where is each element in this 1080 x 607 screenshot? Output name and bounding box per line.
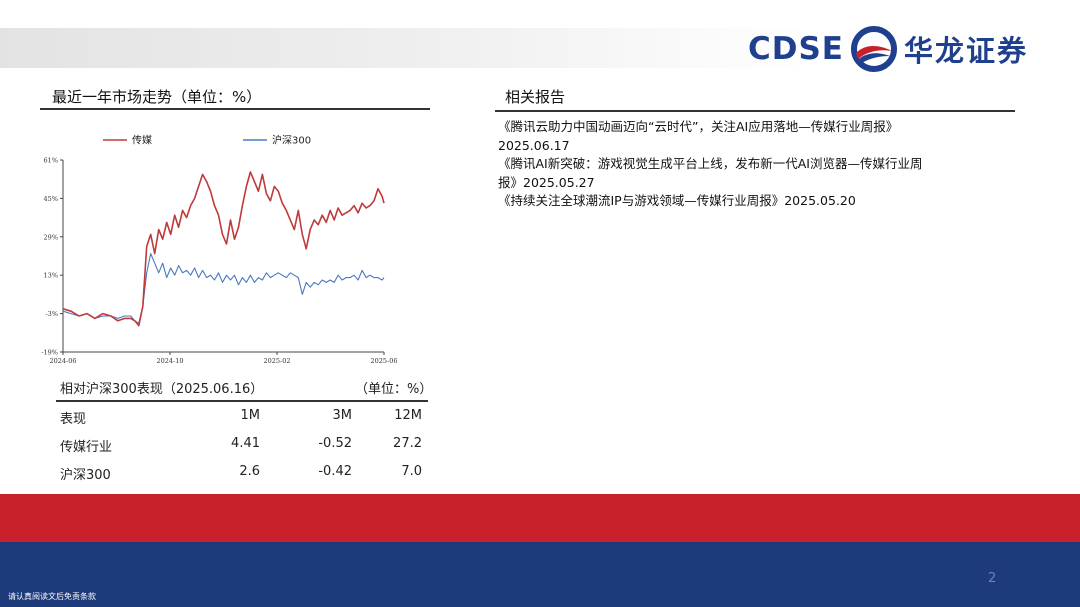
logo-chinese-name: 华龙证券 (904, 28, 1028, 70)
table-row: 沪深300 2.6 -0.42 7.0 (60, 464, 430, 490)
footer-red-band (0, 494, 1080, 542)
chart-svg: 61% 45% 29% 13% -3% -19%2024-06 2024-10 2025-02… (38, 118, 400, 370)
x-tick-label: 2024-10 (156, 357, 183, 365)
table-cell: 2.6 (210, 464, 260, 479)
market-section-title: 最近一年市场走势（单位：%） (52, 86, 261, 107)
header-cell: 12M (370, 408, 422, 423)
performance-divider (56, 400, 428, 402)
page-number: 2 (988, 571, 996, 586)
table-header-row: 表现 1M 3M 12M (60, 408, 430, 434)
table-cell: 沪深300 (60, 464, 111, 483)
y-tick-label: -19% (41, 349, 58, 357)
market-trend-chart: 61% 45% 29% 13% -3% -19% 2024-06 2024-10 2025-02… (38, 118, 400, 370)
report-line: 报》2025.05.27 (498, 174, 1018, 193)
reports-title-underline (495, 110, 1015, 112)
reports-section-title: 相关报告 (505, 86, 565, 107)
disclaimer-text: 请认真阅读文后免责条款 (8, 591, 96, 602)
report-line: 2025.06.17 (498, 137, 1018, 156)
series-line-hs300 (63, 254, 384, 324)
x-tick-label: 2025-06 (370, 357, 397, 365)
logo-emblem-icon (850, 25, 898, 73)
series-line-media (63, 172, 384, 326)
report-line[interactable]: 《持续关注全球潮流IP与游戏领域—传媒行业周报》2025.05.20 (498, 192, 1018, 211)
company-logo: CDSE 华龙证券 (748, 24, 1028, 74)
logo-text: CDSE (748, 31, 844, 67)
y-tick-label: 29% (44, 233, 58, 241)
market-title-underline (40, 108, 430, 110)
header-cell: 表现 (60, 408, 86, 427)
report-line[interactable]: 《腾讯AI新突破：游戏视觉生成平台上线，发布新一代AI浏览器—传媒行业周 (498, 155, 1018, 174)
x-tick-label: 2024-06 (49, 357, 76, 365)
table-cell: 27.2 (370, 436, 422, 451)
y-tick-label: -3% (45, 310, 58, 318)
legend-label: 沪深300 (272, 134, 311, 147)
table-cell: -0.42 (290, 464, 352, 479)
header-cell: 1M (210, 408, 260, 423)
footer-blue-band (0, 542, 1080, 607)
table-row: 传媒行业 4.41 -0.52 27.2 (60, 436, 430, 462)
report-line[interactable]: 《腾讯云助力中国动画迈向“云时代”，关注AI应用落地—传媒行业周报》 (498, 118, 1018, 137)
table-cell: -0.52 (290, 436, 352, 451)
reports-list: 《腾讯云助力中国动画迈向“云时代”，关注AI应用落地—传媒行业周报》 2025.… (498, 118, 1018, 211)
y-tick-label: 13% (44, 272, 58, 280)
table-cell: 7.0 (370, 464, 422, 479)
y-tick-label: 61% (44, 157, 58, 165)
header-cell: 3M (290, 408, 352, 423)
table-cell: 传媒行业 (60, 436, 112, 455)
performance-unit: （单位：%） (355, 378, 428, 397)
table-cell: 4.41 (210, 436, 260, 451)
x-tick-label: 2025-02 (263, 357, 290, 365)
legend-label: 传媒 (132, 135, 152, 147)
performance-title: 相对沪深300表现（2025.06.16） (60, 378, 263, 397)
y-tick-label: 45% (44, 195, 58, 203)
